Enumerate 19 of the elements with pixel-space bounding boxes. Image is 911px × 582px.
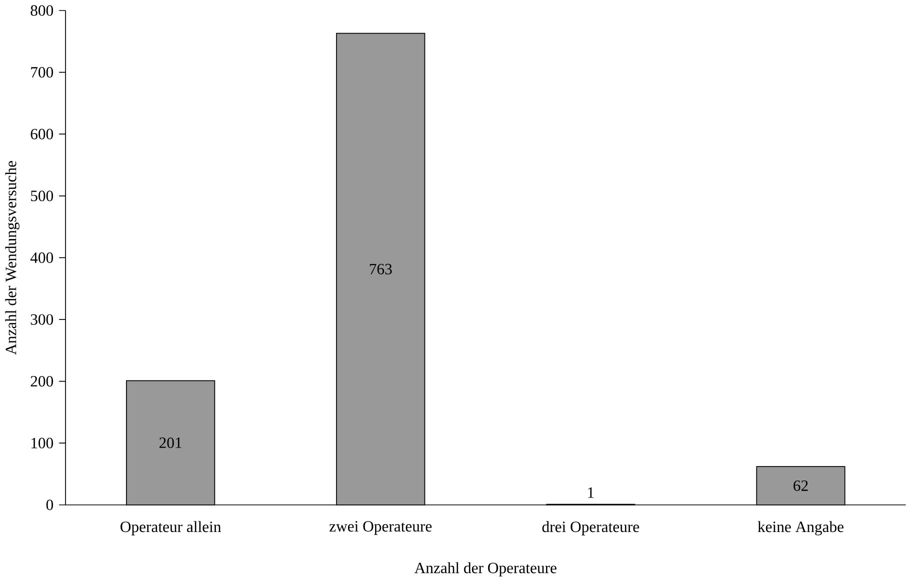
y-tick-label: 0	[46, 500, 54, 510]
y-tick-label: 200	[30, 376, 54, 387]
data-label: 1	[588, 488, 594, 498]
x-tick-label: keine Angabe	[758, 521, 844, 536]
x-tick-label: drei Operateure	[542, 521, 640, 536]
x-tick-label: zwei Operateure	[330, 521, 432, 535]
y-axis-title: Anzahl der Wendungsversuche	[5, 161, 20, 355]
data-label: 201	[160, 438, 182, 448]
y-tick-label: 300	[30, 314, 54, 325]
y-tick-label: 400	[30, 252, 54, 264]
x-axis-title: Anzahl der Operateure	[414, 562, 556, 577]
y-tick-label: 600	[30, 128, 54, 140]
data-label: 763	[370, 264, 392, 275]
data-label: 62	[794, 480, 808, 492]
y-tick-label: 500	[31, 190, 54, 202]
y-tick-label: 800	[30, 5, 54, 16]
y-tick-label: 700	[31, 67, 54, 78]
y-tick-label: 100	[32, 438, 54, 449]
x-tick-label: Operateur allein	[120, 521, 222, 536]
